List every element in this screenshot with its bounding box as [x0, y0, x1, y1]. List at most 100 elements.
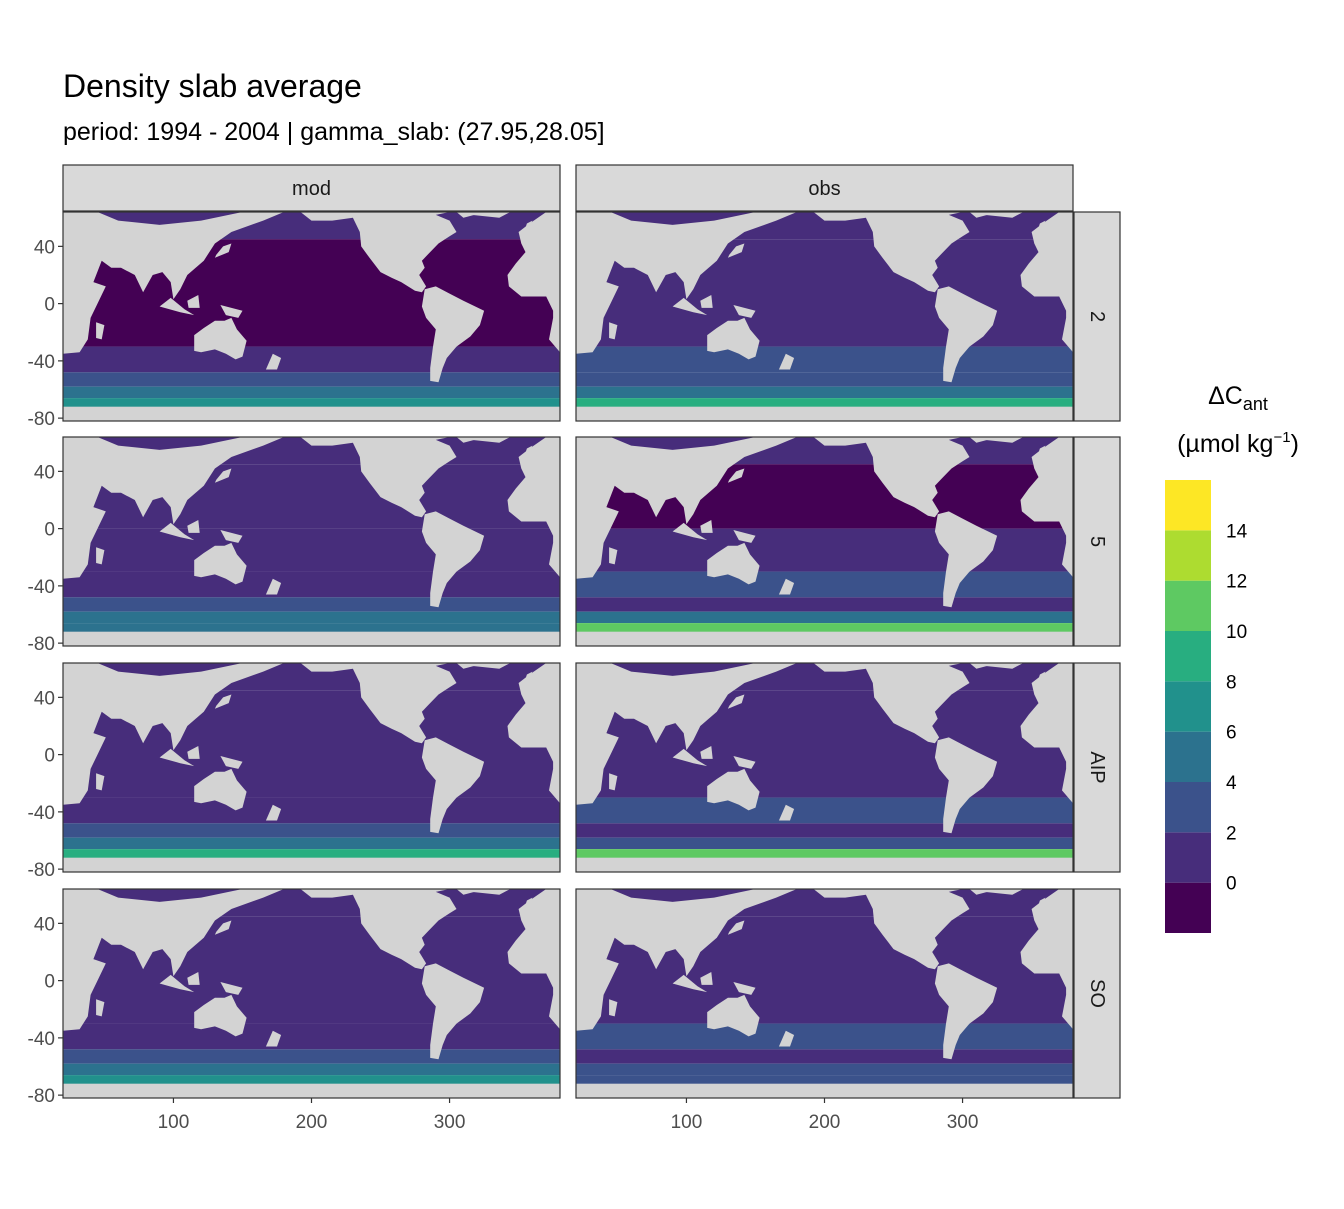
land-mass: [576, 437, 797, 579]
land-mass: [63, 663, 284, 805]
land-mass: [220, 756, 243, 769]
land-mass: [220, 305, 243, 318]
y-tick-label: -40: [28, 1029, 55, 1050]
heat-cell-band: [576, 571, 1073, 598]
land-mass: [672, 522, 708, 541]
panel-mod-5: [63, 437, 560, 646]
land-mass: [265, 353, 282, 370]
facet-strip-2: [1073, 211, 1121, 422]
y-tick-label: -80: [28, 1086, 55, 1107]
land-mass: [63, 437, 284, 579]
facet-strip-AIP: [1073, 662, 1121, 873]
panel-mod-SO: [63, 889, 560, 1098]
heat-cell-band: [63, 372, 560, 387]
heat-cell-band: [576, 372, 1073, 387]
land-mass: [187, 746, 200, 759]
heat-cell-band: [576, 597, 1073, 612]
legend-label: 6: [1226, 723, 1237, 744]
land-mass: [813, 437, 970, 518]
land-mass: [576, 663, 797, 805]
y-tick-label: -80: [28, 634, 55, 655]
land-mass: [707, 542, 760, 585]
land-mass: [727, 243, 745, 258]
land-mass: [700, 746, 713, 759]
facet-strip-mod: [62, 164, 561, 212]
land-antarctica: [576, 406, 1073, 421]
land-mass: [576, 889, 797, 1031]
y-tick-label: 0: [44, 520, 55, 541]
x-tick-label: 300: [434, 1112, 466, 1133]
legend-label: 14: [1226, 521, 1248, 542]
land-mass: [507, 889, 560, 1030]
land-mass: [733, 756, 756, 769]
facet-strip-label-obs: obs: [808, 178, 840, 200]
land-mass: [778, 804, 795, 821]
heat-cell-band: [576, 386, 1073, 399]
legend-swatch: [1165, 681, 1211, 732]
x-tick-label: 100: [158, 1112, 190, 1133]
land-mass: [159, 297, 195, 316]
land-mass: [934, 511, 998, 608]
land-mass: [707, 317, 760, 360]
land-mass: [421, 286, 485, 383]
heat-cell-band: [63, 346, 560, 373]
land-mass: [421, 511, 485, 608]
land-mass: [609, 547, 618, 565]
land-mass: [63, 212, 284, 354]
legend-swatch: [1165, 832, 1211, 883]
heat-cell-band: [63, 823, 560, 838]
land-mass: [727, 468, 745, 483]
legend-units: (µmol kg−1): [1177, 429, 1299, 458]
land-antarctica: [63, 631, 560, 646]
legend-label: 8: [1226, 672, 1237, 693]
legend-swatch: [1165, 580, 1211, 631]
land-mass: [194, 542, 247, 585]
panel-obs-AIP: [576, 663, 1073, 872]
legend-label: 2: [1226, 823, 1237, 844]
land-mass: [707, 768, 760, 811]
panel-obs-5: [576, 437, 1073, 646]
land-mass: [778, 578, 795, 595]
land-mass: [934, 963, 998, 1060]
land-mass: [1020, 212, 1073, 353]
heat-cell-band: [576, 346, 1073, 373]
panel-border: [575, 211, 1074, 422]
heat-cell-band: [63, 386, 560, 399]
land-mass: [300, 889, 457, 970]
land-mass: [507, 437, 560, 578]
facet-strip-label-mod: mod: [292, 178, 331, 200]
land-antarctica: [63, 857, 560, 872]
heat-cell-band: [63, 1063, 560, 1076]
legend-title: ΔCant: [1208, 382, 1268, 414]
land-mass: [96, 999, 105, 1017]
land-mass: [471, 437, 511, 443]
heat-cell-band: [576, 611, 1073, 624]
heat-cell-band: [63, 837, 560, 850]
y-tick-label: -80: [28, 860, 55, 881]
land-mass: [813, 212, 970, 293]
panel-mod-2: [63, 212, 560, 421]
land-mass: [524, 445, 533, 457]
legend-swatch: [1165, 882, 1211, 933]
heat-cell-band: [576, 837, 1073, 850]
land-antarctica: [576, 631, 1073, 646]
x-tick-label: 300: [947, 1112, 979, 1133]
panel-mod-AIP: [63, 663, 560, 872]
land-antarctica: [576, 857, 1073, 872]
land-mass: [471, 212, 511, 218]
facet-strip-SO: [1073, 888, 1121, 1099]
land-mass: [984, 437, 1024, 443]
heat-cell-band: [576, 1023, 1073, 1050]
land-mass: [984, 663, 1024, 669]
x-tick-label: 200: [296, 1112, 328, 1133]
y-tick-label: -40: [28, 577, 55, 598]
land-mass: [300, 212, 457, 293]
y-tick-label: -80: [28, 409, 55, 430]
land-antarctica: [63, 1083, 560, 1098]
land-mass: [1037, 671, 1046, 683]
land-mass: [214, 468, 232, 483]
heat-cell-band: [576, 1049, 1073, 1064]
land-mass: [576, 212, 797, 354]
land-mass: [96, 547, 105, 565]
panel-obs-2: [576, 212, 1073, 421]
